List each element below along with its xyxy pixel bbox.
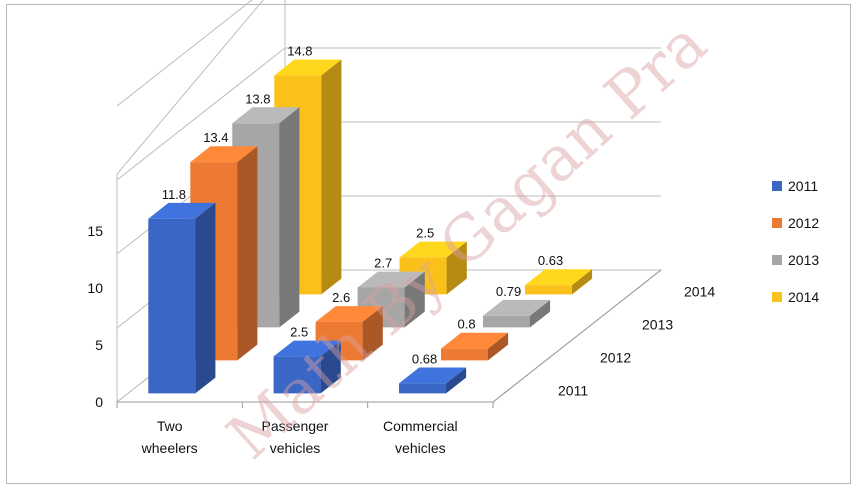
chart-labels: 0 5 10 15 Two wheelers Passenger vehicles Commer… [87, 43, 715, 456]
bar-top-face [483, 299, 551, 316]
gridline-side [116, 0, 253, 107]
legend-swatch [772, 292, 782, 302]
data-label: 13.4 [203, 130, 228, 145]
data-label: 0.8 [457, 317, 475, 332]
bar-side-face [530, 299, 551, 328]
x-category-label: Commercial [383, 418, 458, 434]
bar-2011-2 [399, 367, 467, 394]
bar-top-face [273, 340, 341, 357]
y-tick-label: 10 [87, 280, 103, 296]
chart-legend: 2011 2012 2013 2014 [772, 178, 819, 305]
bar-top-face [274, 59, 342, 76]
depth-axis-label: 2014 [684, 284, 715, 300]
data-label: 2.7 [374, 256, 392, 271]
data-label: 0.68 [412, 351, 437, 366]
bar-top-face [441, 332, 509, 349]
bar-side-face [572, 269, 593, 295]
legend-label: 2012 [788, 215, 819, 231]
bar-side-face [404, 271, 425, 328]
bar-side-face [362, 306, 383, 361]
legend-swatch [772, 255, 782, 265]
depth-axis-label: 2012 [600, 350, 631, 366]
y-tick-label: 15 [87, 223, 103, 239]
bar-front-face [441, 348, 488, 361]
bar-side-face [279, 107, 300, 328]
bar-top-face [399, 367, 467, 384]
data-label: 14.8 [287, 43, 312, 58]
y-tick-label: 0 [95, 394, 103, 410]
x-category-label: Passenger [262, 418, 329, 434]
bar-side-face [446, 367, 467, 394]
bar-side-face [488, 332, 509, 361]
data-label: 13.8 [245, 91, 270, 106]
bar-top-face [190, 146, 258, 163]
x-category-label: wheelers [141, 440, 198, 456]
bar-2011-0 [148, 202, 216, 394]
data-label: 0.79 [496, 284, 521, 299]
data-label: 2.5 [416, 226, 434, 241]
bar-top-face [525, 269, 593, 286]
depth-axis-label: 2013 [642, 317, 673, 333]
x-category-label: vehicles [270, 440, 321, 456]
chart-bars [148, 59, 593, 394]
gridline-side [116, 47, 286, 181]
legend-label: 2011 [788, 178, 818, 194]
legend-label: 2013 [788, 252, 819, 268]
y-tick-label: 5 [95, 337, 103, 353]
data-label: 11.8 [162, 187, 186, 202]
x-category-label: Two [157, 418, 183, 434]
bar-side-face [446, 241, 467, 295]
bar-2011-1 [273, 340, 341, 394]
bar-side-face [195, 202, 216, 394]
bar-2012-2 [441, 332, 509, 361]
legend-label: 2014 [788, 289, 819, 305]
legend-swatch [772, 181, 782, 191]
bar-front-face [148, 218, 196, 394]
side-wall-edge [116, 0, 264, 402]
bar-top-face [357, 271, 425, 288]
bar-side-face [321, 59, 342, 295]
bar-front-face [525, 285, 572, 295]
bar-top-face [232, 107, 300, 124]
bar-top-face [399, 241, 467, 258]
x-category-label: vehicles [395, 440, 446, 456]
legend-swatch [772, 218, 782, 228]
bar-front-face [483, 315, 530, 328]
bar-top-face [148, 202, 216, 219]
data-label: 2.5 [290, 325, 308, 340]
bar-2013-2 [483, 299, 551, 328]
data-label: 2.6 [332, 290, 350, 305]
data-label: 0.63 [538, 253, 563, 268]
bar-front-face [399, 383, 446, 394]
bar-front-face [273, 356, 321, 394]
bar-top-face [315, 306, 383, 322]
bar-side-face [320, 340, 341, 394]
bar-2014-2 [525, 269, 593, 295]
depth-axis-line [492, 269, 662, 403]
depth-axis-label: 2011 [558, 383, 588, 399]
bar-side-face [237, 146, 258, 361]
